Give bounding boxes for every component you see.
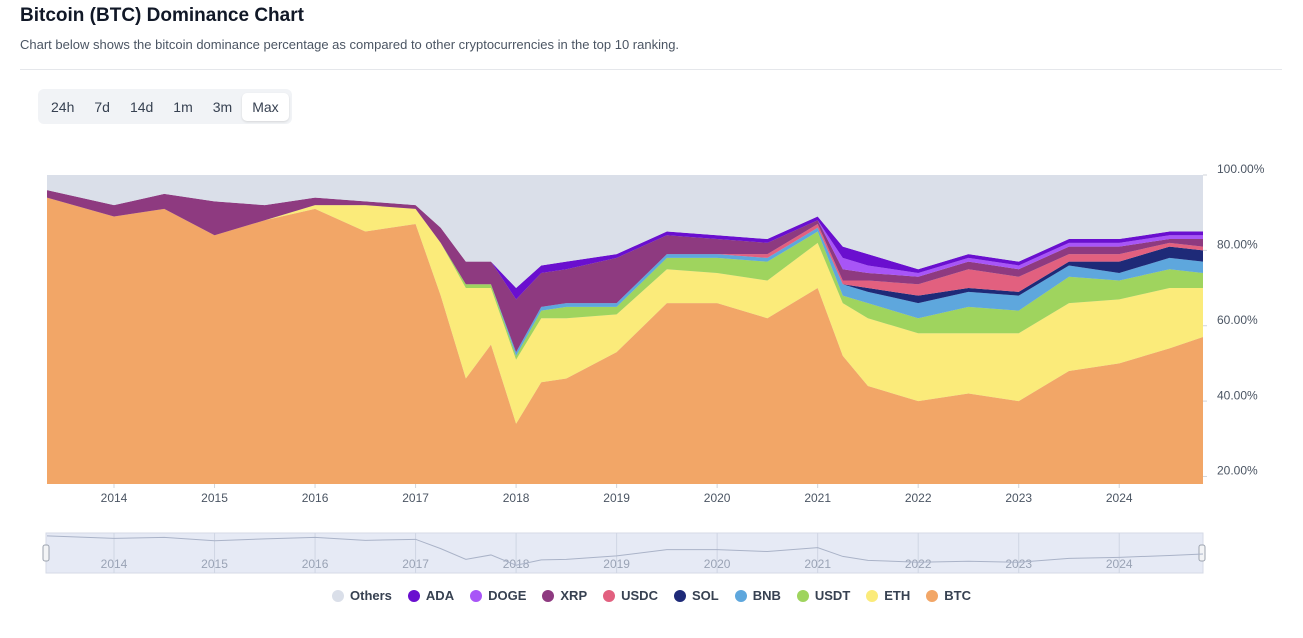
area bbox=[47, 190, 1203, 300]
legend-label: Others bbox=[350, 588, 392, 603]
legend-item[interactable]: USDC bbox=[603, 588, 658, 603]
navigator-handle[interactable] bbox=[42, 544, 50, 562]
area bbox=[47, 190, 1203, 353]
area bbox=[47, 175, 1203, 289]
x-tick-label: 2018 bbox=[503, 491, 530, 505]
area bbox=[47, 197, 1203, 353]
x-tick-label: 2022 bbox=[905, 491, 932, 505]
range-button[interactable]: 24h bbox=[51, 98, 75, 115]
legend-item[interactable]: BNB bbox=[734, 588, 781, 603]
navigator-label: 2018 bbox=[503, 557, 530, 571]
navigator-label: 2015 bbox=[201, 557, 228, 571]
range-button[interactable]: 14d bbox=[129, 98, 154, 115]
legend-label: DOGE bbox=[488, 588, 527, 603]
page-subtitle: Chart below shows the bitcoin dominance … bbox=[20, 37, 680, 52]
legend-label: BTC bbox=[944, 588, 971, 603]
range-button[interactable]: Max bbox=[242, 92, 289, 121]
legend-swatch bbox=[673, 589, 686, 602]
legend-label: XRP bbox=[560, 588, 588, 603]
legend-label: ADA bbox=[425, 588, 455, 603]
legend-swatch bbox=[734, 589, 747, 602]
x-tick-label: 2023 bbox=[1005, 491, 1032, 505]
legend-item[interactable]: DOGE bbox=[470, 588, 526, 603]
legend-swatch bbox=[796, 589, 809, 602]
legend-swatch bbox=[470, 589, 483, 602]
legend-item[interactable]: SOL bbox=[673, 588, 719, 603]
navigator-line bbox=[46, 535, 1204, 566]
range-button[interactable]: 3m bbox=[212, 98, 233, 115]
y-tick-label: 100.00% bbox=[1217, 162, 1265, 176]
navigator-label: 2022 bbox=[905, 557, 932, 571]
range-selector: 24h 7d 14d 1m 3m Max bbox=[38, 89, 292, 124]
area bbox=[47, 197, 1203, 356]
x-tick-label: 2017 bbox=[402, 491, 429, 505]
navigator-handle[interactable] bbox=[1198, 544, 1206, 562]
legend-swatch bbox=[542, 589, 555, 602]
legend-swatch bbox=[866, 589, 879, 602]
x-tick-label: 2014 bbox=[101, 491, 128, 505]
range-button[interactable]: 7d bbox=[94, 98, 110, 115]
x-tick-label: 2016 bbox=[302, 491, 329, 505]
legend-item[interactable]: ADA bbox=[407, 588, 455, 603]
legend-label: BNB bbox=[752, 588, 781, 603]
areas bbox=[47, 175, 1203, 484]
chart-card bbox=[20, 69, 1282, 638]
legend-swatch bbox=[926, 589, 939, 602]
legend: Others ADA DOGE XRP USDC SOL BNB USDT ETH BTC bbox=[0, 588, 1303, 603]
x-tick-label: 2021 bbox=[804, 491, 831, 505]
navigator-label: 2014 bbox=[101, 557, 128, 571]
legend-label: SOL bbox=[691, 588, 719, 603]
y-tick-label: 40.00% bbox=[1217, 388, 1258, 402]
legend-label: USDC bbox=[621, 588, 658, 603]
range-button[interactable]: 1m bbox=[173, 98, 193, 115]
legend-item[interactable]: Others bbox=[332, 588, 392, 603]
navigator-label: 2019 bbox=[603, 557, 630, 571]
y-tick-label: 60.00% bbox=[1217, 313, 1258, 327]
navigator-label: 2023 bbox=[1005, 557, 1032, 571]
legend-item[interactable]: USDT bbox=[796, 588, 851, 603]
navigator-label: 2020 bbox=[704, 557, 731, 571]
navigator-label: 2024 bbox=[1106, 557, 1133, 571]
page-title: Bitcoin (BTC) Dominance Chart bbox=[20, 5, 304, 26]
y-tick-label: 20.00% bbox=[1217, 464, 1258, 478]
navigator-label: 2021 bbox=[804, 557, 831, 571]
legend-item[interactable]: BTC bbox=[926, 588, 971, 603]
legend-label: USDT bbox=[814, 588, 851, 603]
legend-label: ETH bbox=[884, 588, 911, 603]
navigator-label: 2017 bbox=[402, 557, 429, 571]
legend-swatch bbox=[603, 589, 616, 602]
x-tick-label: 2024 bbox=[1106, 491, 1133, 505]
navigator-label: 2016 bbox=[302, 557, 329, 571]
area bbox=[47, 197, 1203, 360]
y-tick-label: 80.00% bbox=[1217, 238, 1258, 252]
legend-item[interactable]: XRP bbox=[542, 588, 587, 603]
legend-swatch bbox=[407, 589, 420, 602]
legend-item[interactable]: ETH bbox=[866, 588, 910, 603]
x-tick-label: 2015 bbox=[201, 491, 228, 505]
x-tick-label: 2020 bbox=[704, 491, 731, 505]
x-tick-label: 2019 bbox=[603, 491, 630, 505]
legend-swatch bbox=[332, 589, 345, 602]
area bbox=[47, 197, 1203, 424]
area bbox=[47, 197, 1203, 484]
